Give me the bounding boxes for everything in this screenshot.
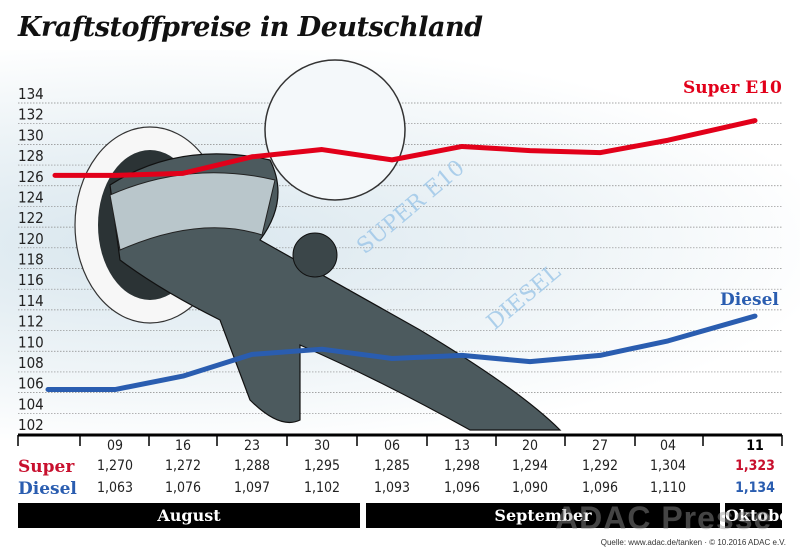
date-label: 30 [313, 438, 331, 454]
date-label: 23 [243, 438, 261, 454]
super-price-cell: 1,295 [303, 458, 341, 474]
super-price-cell: 1,298 [443, 458, 481, 474]
date-label: 13 [453, 438, 471, 454]
chart-title: Kraftstoffpreise in Deutschland [18, 12, 483, 43]
y-tick-label: 112 [18, 313, 44, 331]
month-september: September [366, 503, 720, 528]
diesel-price-cell: 1,063 [96, 480, 134, 496]
y-tick-label: 116 [18, 271, 44, 289]
diesel-price-cell: 1,097 [233, 480, 271, 496]
fuel-cap-icon [264, 59, 406, 201]
watermark: ADAC Presse [555, 500, 773, 536]
date-label: 04 [659, 438, 677, 454]
diesel-price-cell: 1,134 [735, 480, 775, 496]
super-price-cell: 1,272 [164, 458, 202, 474]
date-label: 06 [383, 438, 401, 454]
diesel-line [45, 313, 758, 393]
super-price-cell: 1,294 [511, 458, 549, 474]
y-tick-label: 132 [18, 106, 44, 124]
date-label: 09 [106, 438, 124, 454]
legend-diesel: Diesel [720, 290, 779, 310]
diesel-price-cell: 1,102 [303, 480, 341, 496]
super-price-cell: 1,323 [735, 458, 775, 474]
super-price-cell: 1,304 [649, 458, 687, 474]
diesel-price-cell: 1,096 [581, 480, 619, 496]
diesel-price-cell: 1,090 [511, 480, 549, 496]
diesel-price-cell: 1,093 [373, 480, 411, 496]
y-tick-label: 124 [18, 188, 44, 206]
diesel-price-cell: 1,076 [164, 480, 202, 496]
y-tick-label: 114 [18, 292, 44, 310]
super-price-cell: 1,292 [581, 458, 619, 474]
date-row: 09 16 23 30 06 13 20 27 04 11 [0, 438, 800, 458]
y-tick-label: 118 [18, 251, 44, 269]
y-tick-label: 102 [18, 416, 44, 434]
date-label: 16 [174, 438, 192, 454]
y-tick-label: 120 [18, 230, 44, 248]
legend-super-e10: Super E10 [683, 78, 782, 98]
month-august: August [18, 503, 360, 528]
super-price-cell: 1,270 [96, 458, 134, 474]
y-tick-label: 122 [18, 209, 44, 227]
super-line [52, 118, 758, 178]
diesel-price-cell: 1,096 [443, 480, 481, 496]
y-tick-label: 106 [18, 375, 44, 393]
y-tick-label: 108 [18, 354, 44, 372]
y-tick-label: 126 [18, 168, 44, 186]
super-price-cell: 1,288 [233, 458, 271, 474]
series-lines [45, 118, 758, 393]
x-axis [17, 433, 783, 446]
date-label: 27 [591, 438, 609, 454]
date-label: 11 [746, 438, 764, 454]
y-tick-label: 134 [18, 85, 44, 103]
super-row-label: Super [18, 457, 75, 477]
source-note: Quelle: www.adac.de/tanken · © 10.2016 A… [600, 538, 786, 547]
y-tick-label: 128 [18, 147, 44, 165]
diesel-price-cell: 1,110 [649, 480, 687, 496]
date-label: 20 [521, 438, 539, 454]
diesel-price-row: Diesel 1,063 1,076 1,097 1,102 1,093 1,096 1,0… [0, 479, 800, 500]
super-price-row: Super 1,270 1,272 1,288 1,295 1,285 1,298 1,29… [0, 457, 800, 478]
y-axis-labels: 102 104 106 108 110 112 114 116 118 120 122 124 126 1… [18, 85, 44, 434]
y-tick-label: 110 [18, 333, 44, 351]
y-tick-label: 104 [18, 395, 44, 413]
fuel-nozzle-illustration [74, 59, 562, 431]
y-tick-label: 130 [18, 126, 44, 144]
super-price-cell: 1,285 [373, 458, 411, 474]
month-oktober: Oktober [725, 503, 798, 528]
diesel-row-label: Diesel [18, 479, 77, 499]
